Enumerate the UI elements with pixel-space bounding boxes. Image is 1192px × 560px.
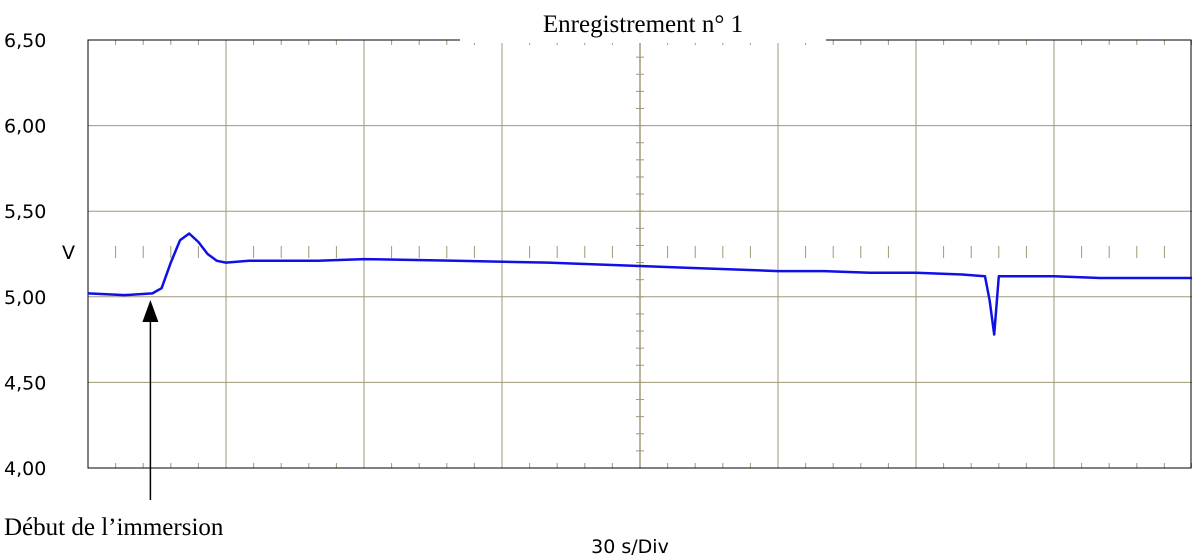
series-line (87, 232, 1192, 336)
y-tick-label: 4,50 (4, 372, 46, 394)
x-axis-label: 30 s/Div (591, 536, 669, 558)
y-axis-ticks: 6,50 6,00 5,50 5,00 4,50 4,00 (4, 30, 46, 480)
arrow-head (142, 300, 159, 322)
title-background (460, 0, 826, 43)
grid (87, 39, 1192, 469)
y-tick-label: 5,50 (4, 201, 46, 223)
annotation-label: Début de l’immersion (4, 514, 224, 541)
y-axis-label: V (62, 242, 75, 264)
immersion-annotation (142, 300, 159, 500)
chart-title: Enregistrement n° 1 (543, 11, 743, 38)
y-tick-label: 5,00 (4, 287, 46, 309)
y-tick-label: 6,50 (4, 30, 46, 52)
y-tick-label: 4,00 (4, 458, 46, 480)
y-tick-label: 6,00 (4, 116, 46, 138)
